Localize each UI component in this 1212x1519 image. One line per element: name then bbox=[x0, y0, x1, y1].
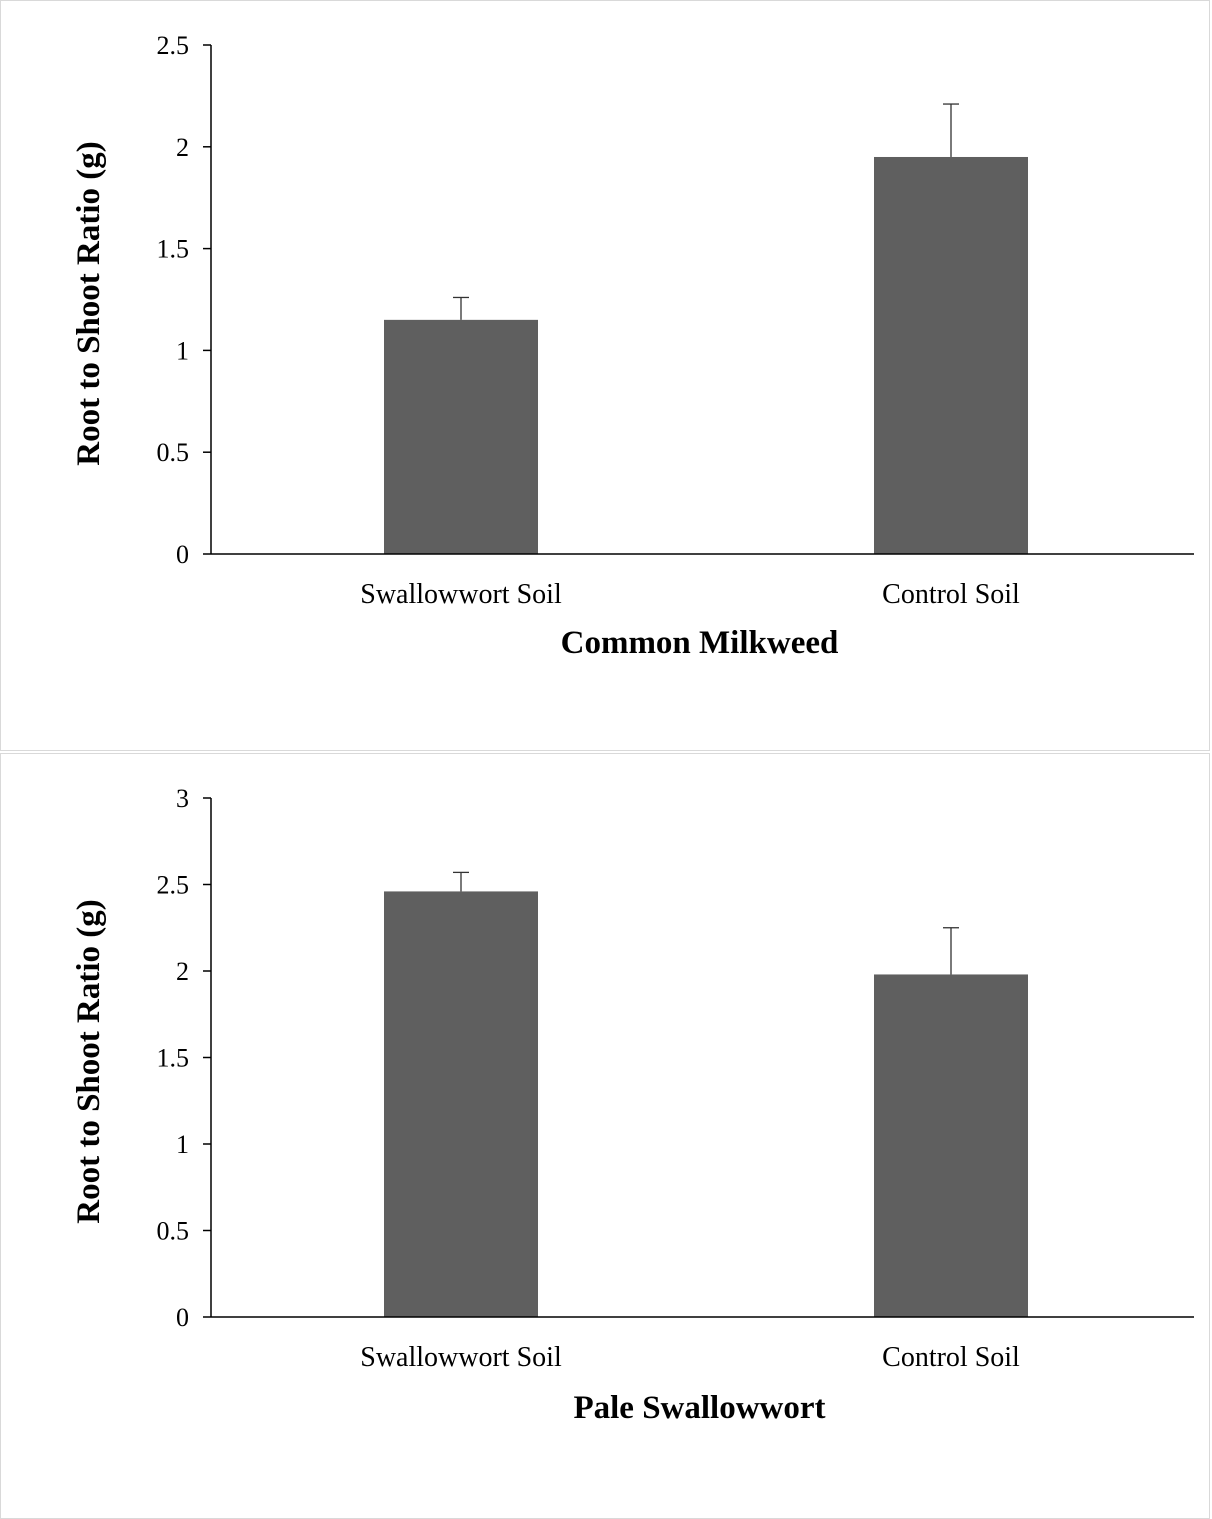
x-tick-label: Control Soil bbox=[882, 1342, 1020, 1373]
x-tick-label: Control Soil bbox=[882, 579, 1020, 610]
bar-chart-pale-swallowwort: 0 0.5 1 1.5 2 2.5 3 Swallowwort Soil Control So… bbox=[71, 784, 1194, 1426]
bar bbox=[874, 974, 1028, 1317]
chart-panel-common-milkweed: 0 0.5 1 1.5 2 2.5 Swallowwort Soil Control Soi… bbox=[0, 0, 1210, 751]
chart-panel-pale-swallowwort: 0 0.5 1 1.5 2 2.5 3 Swallowwort Soil Control So… bbox=[0, 753, 1210, 1519]
y-tick-label: 1 bbox=[176, 1130, 189, 1159]
y-tick-label: 0.5 bbox=[157, 1217, 190, 1246]
y-axis-title: Root to Shoot Ratio (g) bbox=[71, 899, 107, 1223]
y-tick-label: 1.5 bbox=[157, 1044, 190, 1073]
y-tick-label: 1 bbox=[176, 336, 189, 365]
y-tick-label: 2 bbox=[176, 133, 189, 162]
y-tick-label: 2.5 bbox=[157, 31, 190, 60]
y-tick-label: 0 bbox=[176, 540, 189, 569]
bar bbox=[384, 891, 538, 1317]
y-tick-label: 2 bbox=[176, 957, 189, 986]
x-tick-label: Swallowwort Soil bbox=[360, 1342, 562, 1373]
y-tick-label: 2.5 bbox=[157, 871, 190, 900]
x-axis-title: Pale Swallowwort bbox=[573, 1390, 825, 1426]
x-tick-label: Swallowwort Soil bbox=[360, 579, 562, 610]
bar-chart-common-milkweed: 0 0.5 1 1.5 2 2.5 Swallowwort Soil Control Soi… bbox=[71, 31, 1194, 661]
y-tick-label: 0.5 bbox=[157, 438, 190, 467]
bar bbox=[874, 156, 1028, 555]
y-axis-title: Root to Shoot Ratio (g) bbox=[71, 141, 107, 465]
x-axis-title: Common Milkweed bbox=[561, 625, 839, 661]
y-tick-label: 1.5 bbox=[157, 235, 190, 264]
bar bbox=[384, 319, 538, 554]
y-tick-label: 3 bbox=[176, 784, 189, 813]
y-tick-label: 0 bbox=[176, 1303, 189, 1332]
